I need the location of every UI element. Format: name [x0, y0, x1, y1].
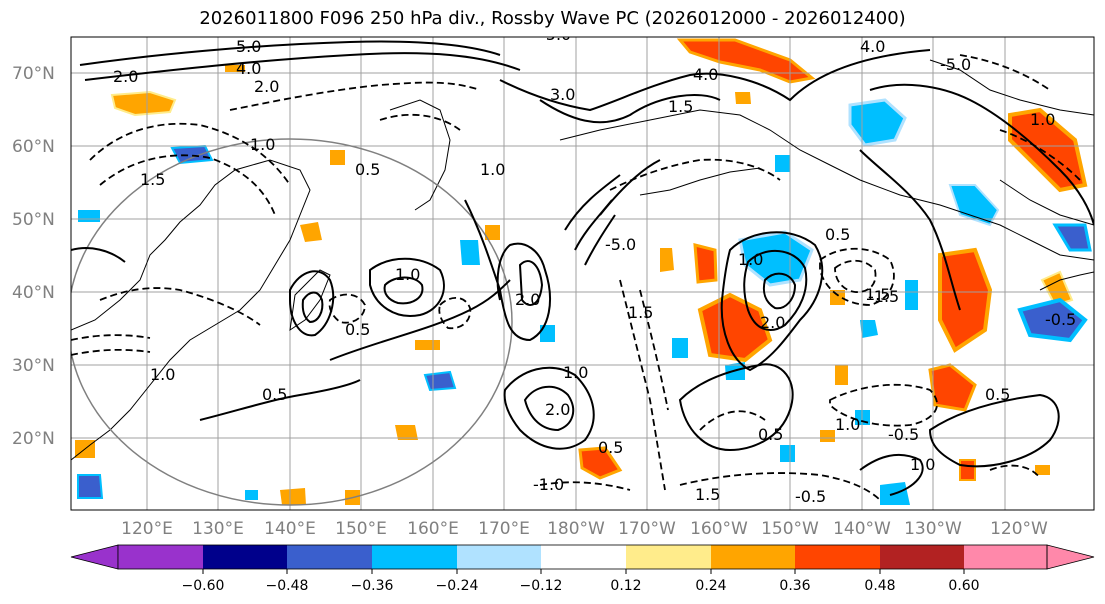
- lon-label-170e: 170°E: [478, 519, 530, 539]
- rossby-wave-circle: [71, 138, 513, 506]
- lon-label-150w: 150°W: [761, 519, 819, 539]
- map-title: 2026011800 F096 250 hPa div., Rossby Wav…: [199, 8, 906, 29]
- lon-label-160w: 160°W: [690, 519, 748, 539]
- contour-label: -0.5: [888, 425, 919, 444]
- latitude-labels: 70°N 60°N 50°N 40°N 30°N 20°N: [12, 64, 55, 449]
- contour-label: 0.5: [758, 425, 783, 444]
- colorbar: −0.60 −0.48 −0.36 −0.24 −0.12 0.12 0.24 …: [70, 544, 1095, 594]
- lon-label-170w: 170°W: [618, 519, 676, 539]
- lat-label-30n: 30°N: [12, 356, 55, 376]
- solid-contours: [71, 40, 1094, 496]
- contour-label: -1.5: [868, 287, 899, 306]
- contour-label: 0.5: [355, 160, 380, 179]
- lon-label-130w: 130°W: [904, 519, 962, 539]
- colorbar-ticks: [202, 569, 965, 574]
- lat-label-20n: 20°N: [12, 429, 55, 449]
- lat-label-60n: 60°N: [12, 137, 55, 157]
- colorbar-segment: [203, 545, 287, 569]
- contour-label: -0.5: [1045, 310, 1076, 329]
- colorbar-segment: [626, 545, 711, 569]
- lon-label-160e: 160°E: [407, 519, 459, 539]
- colorbar-extend-high: [1046, 544, 1095, 570]
- contour-label: 0.5: [825, 225, 850, 244]
- lat-label-50n: 50°N: [12, 210, 55, 230]
- lon-label-180w: 180°W: [547, 519, 605, 539]
- colorbar-segment: [711, 545, 795, 569]
- colorbar-tick-label: 0.24: [695, 578, 726, 594]
- contour-label: 0.5: [985, 385, 1010, 404]
- contour-label: 1.5: [140, 170, 165, 189]
- contour-label: 5.0: [236, 37, 261, 56]
- lon-label-130e: 130°E: [192, 519, 244, 539]
- contour-label: 1.0: [1030, 110, 1055, 129]
- colorbar-tick-label: −0.60: [182, 578, 225, 594]
- contour-label: -5.0: [940, 55, 971, 74]
- contour-label: 1.0: [563, 363, 588, 382]
- contour-label: 2.0: [760, 313, 785, 332]
- colorbar-tick-label: 0.36: [779, 578, 810, 594]
- contour-label: -1.0: [533, 475, 564, 494]
- contour-label: 4.0: [236, 59, 261, 78]
- contour-label: 2.0: [545, 400, 570, 419]
- gridlines: [71, 37, 1094, 510]
- lat-label-70n: 70°N: [12, 64, 55, 84]
- contour-label: 1.0: [395, 265, 420, 284]
- colorbar-extend-low: [70, 544, 119, 570]
- positive-divergence-shading: [75, 38, 1088, 505]
- contour-label: 0.5: [262, 385, 287, 404]
- contour-label: 1.5: [628, 303, 653, 322]
- contour-label: 1.0: [150, 365, 175, 384]
- contour-label: 1.0: [480, 160, 505, 179]
- colorbar-segment: [457, 545, 541, 569]
- map-contents: 5.0 4.0 2.0 2.0 -5.0 4.0 3.0 1.5 4.0 -5.…: [71, 25, 1094, 510]
- colorbar-tick-label: −0.12: [520, 578, 563, 594]
- contour-label: 4.0: [860, 37, 885, 56]
- contour-label: 0.5: [345, 320, 370, 339]
- contour-label: -5.0: [605, 235, 636, 254]
- contour-label: 1.0: [835, 415, 860, 434]
- lon-label-120e: 120°E: [121, 519, 173, 539]
- negative-divergence-shading: [77, 98, 1092, 505]
- coastlines: [71, 59, 1094, 461]
- contour-label: 2.0: [113, 67, 138, 86]
- colorbar-tick-label: 0.12: [610, 578, 641, 594]
- lon-label-120w: 120°W: [990, 519, 1048, 539]
- colorbar-tick-label: 0.48: [864, 578, 895, 594]
- colorbar-segment: [118, 545, 203, 569]
- contour-label: -5.0: [540, 25, 571, 44]
- colorbar-tick-label: 0.60: [948, 578, 979, 594]
- contour-label: 1.5: [668, 97, 693, 116]
- contour-label: 1.5: [695, 485, 720, 504]
- colorbar-tick-label: −0.48: [266, 578, 309, 594]
- contour-label: 2.0: [254, 77, 279, 96]
- dashed-contours: [71, 54, 1081, 501]
- colorbar-segment: [880, 545, 964, 569]
- contour-label: 0.5: [598, 438, 623, 457]
- longitude-labels: 120°E 130°E 140°E 150°E 160°E 170°E 180°…: [121, 519, 1048, 539]
- colorbar-segment: [541, 545, 626, 569]
- lon-label-140e: 140°E: [264, 519, 316, 539]
- lon-label-150e: 150°E: [335, 519, 387, 539]
- map-panel: [71, 37, 1094, 510]
- contour-label: 4.0: [693, 65, 718, 84]
- contour-label: 1.0: [250, 135, 275, 154]
- lat-label-40n: 40°N: [12, 283, 55, 303]
- lon-label-140w: 140°W: [833, 519, 891, 539]
- contour-label: 1.0: [910, 455, 935, 474]
- contour-label: 1.5: [865, 285, 890, 304]
- colorbar-segment: [372, 545, 457, 569]
- colorbar-segment: [795, 545, 880, 569]
- contour-labels: 5.0 4.0 2.0 2.0 -5.0 4.0 3.0 1.5 4.0 -5.…: [113, 25, 1076, 506]
- contour-label: 3.0: [550, 85, 575, 104]
- map-frame: [70, 36, 1095, 511]
- colorbar-segment: [964, 545, 1047, 569]
- contour-label: 1.0: [738, 250, 763, 269]
- contour-label: -0.5: [795, 487, 826, 506]
- colorbar-tick-label: −0.24: [436, 578, 479, 594]
- colorbar-tick-label: −0.36: [351, 578, 394, 594]
- colorbar-segment: [287, 545, 372, 569]
- contour-label: 2.0: [515, 290, 540, 309]
